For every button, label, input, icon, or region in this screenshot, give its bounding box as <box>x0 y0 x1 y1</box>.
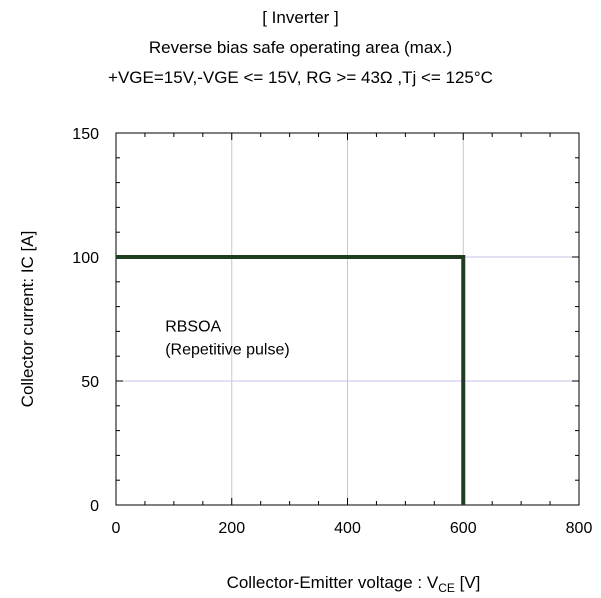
x-tick-label: 200 <box>218 520 245 537</box>
chart-title: [ Inverter ] <box>262 8 339 27</box>
y-tick-label: 50 <box>81 374 99 391</box>
annotation-rbsoa: RBSOA <box>165 318 221 335</box>
y-axis-label: Collector current: IC [A] <box>18 231 37 408</box>
rbsoa-series-line <box>116 255 466 505</box>
annotation-repetitive-pulse: (Repetitive pulse) <box>165 341 290 358</box>
y-tick-label: 100 <box>72 250 99 267</box>
y-tick-label: 150 <box>72 126 99 143</box>
x-axis-label-subscript: CE <box>438 581 455 595</box>
x-axis-label-unit: [V] <box>455 573 481 592</box>
chart-conditions: +VGE=15V,-VGE <= 15V, RG >= 43Ω ,Tj <= 1… <box>108 68 493 87</box>
chart-subtitle: Reverse bias safe operating area (max.) <box>148 38 453 57</box>
x-tick-label: 600 <box>450 520 477 537</box>
x-axis-label: Collector-Emitter voltage : VCE [V] <box>227 573 481 595</box>
x-tick-label: 800 <box>566 520 593 537</box>
y-tick-label: 0 <box>90 498 99 515</box>
x-tick-label: 400 <box>334 520 361 537</box>
x-tick-label: 0 <box>112 520 121 537</box>
